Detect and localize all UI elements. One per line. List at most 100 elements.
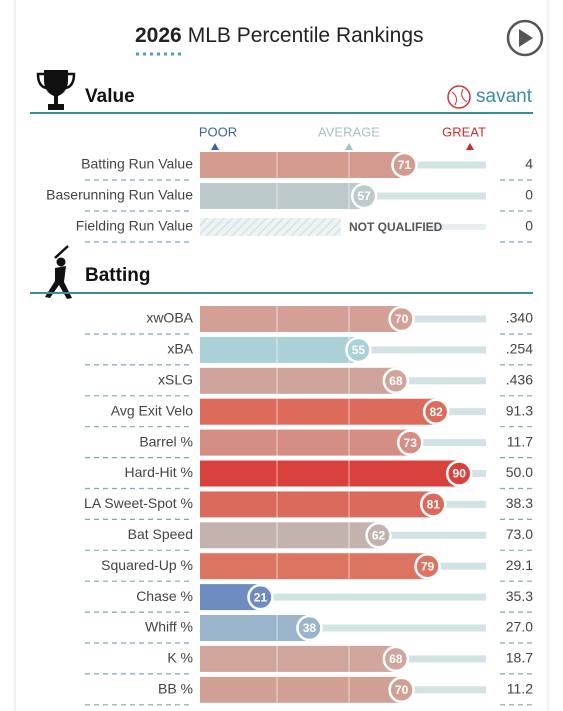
- metric-label: xwOBA: [146, 310, 193, 326]
- track: [358, 346, 486, 354]
- metric-label: Barrel %: [139, 433, 193, 449]
- percentile-bar: [200, 491, 434, 518]
- metric-value: 0: [525, 218, 533, 234]
- percentile-label: 68: [389, 652, 403, 666]
- play-button[interactable]: [506, 19, 544, 57]
- track: [433, 500, 486, 508]
- section-heading: Batting: [85, 265, 150, 286]
- status: NOT QUALIFIED: [349, 220, 443, 234]
- track: [427, 562, 486, 570]
- metric-value: 91.3: [506, 402, 533, 418]
- brand: savant: [476, 86, 533, 107]
- percentile-label: 38: [303, 621, 317, 635]
- metric-value: 27.0: [506, 619, 533, 635]
- percentile-marker: [388, 305, 415, 333]
- batter-icon: [45, 245, 72, 299]
- legend-marker: [211, 143, 219, 150]
- track: [459, 470, 486, 477]
- metric-value: .340: [506, 310, 533, 326]
- percentile-bar: [200, 676, 402, 703]
- track: [260, 593, 486, 601]
- metric-value: 11.2: [507, 681, 533, 697]
- legend-marker: [345, 143, 353, 150]
- metric-value: 0: [525, 187, 533, 203]
- metric-value: .254: [506, 341, 533, 357]
- metric-label: Bat Speed: [128, 526, 193, 542]
- percentile-bar: [200, 367, 396, 394]
- percentile-label: 70: [395, 683, 409, 697]
- not-qualified-bar: [200, 218, 341, 236]
- percentile-label: 62: [372, 528, 386, 542]
- metric-label: K %: [167, 650, 193, 666]
- percentile-marker: [365, 522, 392, 549]
- percentile-marker: [396, 429, 424, 456]
- percentile-marker: [247, 583, 274, 611]
- track: [395, 377, 486, 385]
- percentile-label: 79: [421, 559, 435, 573]
- track: [395, 655, 486, 663]
- percentile-marker: [422, 398, 450, 425]
- savant-logo[interactable]: savant: [447, 85, 533, 109]
- legend-marker: [466, 143, 474, 150]
- legend-average: AVERAGE: [318, 124, 380, 139]
- track: [401, 315, 486, 323]
- metric-label: BB %: [158, 681, 193, 697]
- metric-value: 18.7: [506, 650, 533, 666]
- track: [378, 531, 486, 539]
- percentile-label: 68: [389, 374, 403, 388]
- percentile-marker: [382, 645, 410, 673]
- title: 2026 MLB Percentile Rankings: [135, 24, 424, 47]
- percentile-label: 90: [453, 467, 467, 481]
- track: [436, 408, 486, 416]
- track: [309, 624, 486, 632]
- track: [410, 439, 486, 447]
- percentile-marker: [296, 614, 323, 642]
- percentile-marker: [414, 552, 441, 580]
- percentile-marker: [382, 367, 410, 395]
- track: [364, 192, 486, 200]
- legend-great: GREAT: [442, 124, 486, 139]
- metric-value: 73.0: [506, 526, 533, 542]
- track: [401, 686, 486, 694]
- metric-label: Whiff %: [145, 619, 193, 635]
- percentile-bar: [200, 429, 411, 456]
- title-text: MLB Percentile Rankings: [188, 24, 424, 47]
- metric-value: .436: [506, 372, 533, 388]
- percentile-bar: [200, 398, 437, 425]
- section-heading: Value: [85, 86, 135, 107]
- percentile-label: 70: [395, 312, 409, 326]
- metric-value: 38.3: [506, 495, 533, 511]
- percentile-label: 71: [398, 158, 412, 172]
- percentile-marker: [391, 151, 418, 179]
- metric-label: xBA: [167, 341, 193, 357]
- percentile-bar: [200, 522, 379, 549]
- percentile-bar: [200, 336, 359, 363]
- percentile-bar: [200, 645, 396, 672]
- percentile-bar: [200, 615, 310, 641]
- percentile-label: 57: [357, 189, 371, 203]
- metric-label: Batting Run Value: [81, 156, 193, 172]
- metric-label: Chase %: [136, 588, 193, 604]
- metric-value: 11.7: [507, 433, 533, 449]
- title-year: 2026: [135, 24, 182, 47]
- trophy-icon: [36, 70, 76, 110]
- metric-label: Baserunning Run Value: [46, 187, 193, 203]
- metric-label: Squared-Up %: [101, 557, 193, 573]
- percentile-bar: [200, 553, 428, 580]
- percentile-label: 82: [429, 405, 443, 419]
- percentile-label: 21: [254, 590, 268, 604]
- metric-label: Hard-Hit %: [125, 464, 193, 480]
- metric-value: 35.3: [506, 588, 533, 604]
- percentile-marker: [420, 491, 447, 518]
- track: [430, 224, 486, 230]
- percentile-bar: [200, 183, 365, 209]
- legend-poor: POOR: [199, 124, 237, 139]
- percentile-marker: [345, 336, 372, 364]
- percentile-label: 73: [404, 436, 418, 450]
- metric-label: Fielding Run Value: [76, 218, 193, 234]
- percentile-marker: [350, 182, 378, 210]
- metric-label: Avg Exit Velo: [111, 402, 193, 418]
- percentile-marker: [445, 460, 473, 487]
- percentile-marker: [388, 676, 415, 704]
